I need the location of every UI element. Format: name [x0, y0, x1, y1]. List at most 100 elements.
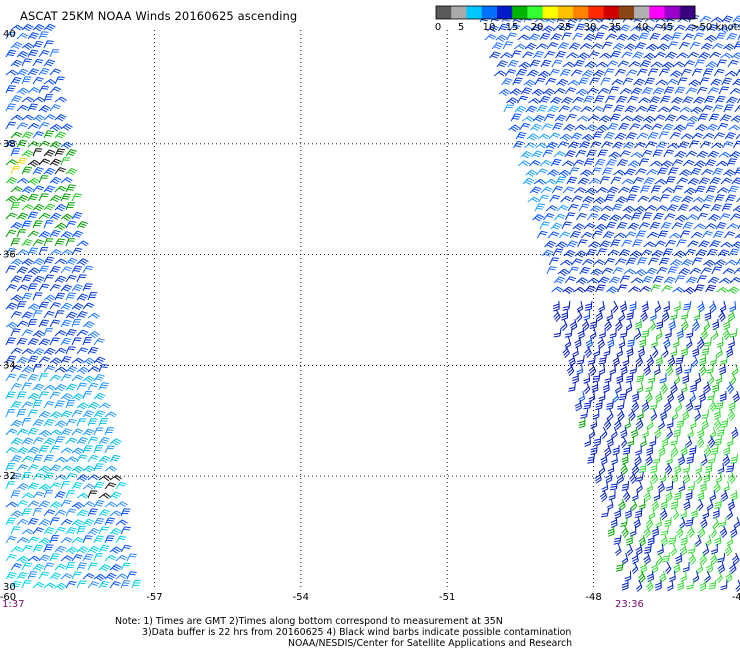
wind-barb	[649, 96, 661, 104]
wind-barb	[104, 465, 117, 472]
wind-barb	[566, 363, 575, 376]
wind-barb	[5, 69, 18, 76]
wind-barb	[653, 212, 664, 221]
wind-barb	[679, 230, 691, 239]
wind-barb	[655, 390, 663, 403]
wind-barb	[49, 249, 62, 256]
wind-barb	[600, 77, 611, 86]
wind-barb	[696, 86, 708, 95]
wind-barb	[520, 87, 533, 95]
wind-barb	[560, 259, 573, 266]
wind-barb	[93, 517, 105, 526]
wind-barb	[10, 347, 23, 355]
wind-barb	[665, 51, 677, 59]
wind-barb	[38, 410, 51, 419]
wind-barb	[32, 473, 44, 481]
wind-barb	[71, 374, 84, 382]
wind-barb	[598, 462, 606, 475]
wind-barb	[678, 41, 690, 50]
wind-barb	[10, 311, 22, 319]
wind-barb	[21, 114, 34, 121]
wind-barb	[27, 373, 39, 382]
wind-barb	[712, 318, 720, 331]
wind-barb	[626, 194, 637, 203]
wind-barb	[712, 167, 724, 176]
wind-barb	[688, 140, 700, 149]
wind-barb	[687, 543, 696, 554]
wind-barb	[697, 525, 706, 538]
wind-barb	[497, 23, 509, 32]
wind-barb	[619, 275, 631, 284]
wind-barb	[49, 553, 60, 562]
wind-barb	[535, 142, 548, 149]
wind-barb	[109, 527, 122, 536]
wind-barb	[509, 88, 522, 96]
wind-barb	[645, 390, 653, 403]
wind-barb	[120, 544, 132, 553]
wind-barb	[659, 471, 667, 483]
wind-barb	[699, 141, 712, 149]
wind-barb	[662, 552, 671, 563]
wind-barb	[43, 78, 56, 86]
wind-barb	[699, 354, 707, 366]
wind-barb	[703, 259, 716, 268]
wind-barb	[654, 51, 667, 59]
wind-barb	[510, 113, 522, 122]
wind-barb	[717, 462, 725, 475]
wind-barb	[27, 49, 39, 58]
wind-barb	[712, 104, 724, 113]
wind-barb	[605, 95, 616, 104]
wind-barb	[65, 202, 76, 211]
wind-barb	[638, 222, 650, 230]
wind-barb	[43, 294, 56, 303]
wind-barb	[584, 285, 596, 293]
wind-barb	[38, 554, 51, 562]
wind-barb	[636, 372, 645, 383]
wind-barb	[49, 265, 61, 274]
wind-barb	[675, 214, 688, 223]
wind-barb	[597, 149, 608, 158]
wind-barb	[576, 115, 590, 122]
wind-barb	[115, 481, 127, 490]
wind-barb	[5, 284, 17, 292]
wind-barb	[622, 77, 634, 86]
wind-barb	[726, 507, 734, 520]
wind-barb	[38, 158, 51, 166]
wind-barb	[87, 382, 99, 391]
wind-barb	[87, 366, 100, 373]
wind-barb	[16, 229, 27, 238]
wind-barb	[714, 259, 727, 267]
wind-barb	[662, 24, 675, 32]
wind-barb	[593, 259, 606, 266]
wind-barb	[576, 300, 584, 313]
wind-barb	[93, 463, 104, 472]
wind-barb	[71, 284, 83, 292]
wind-barb	[716, 570, 723, 584]
wind-barb	[668, 318, 676, 331]
wind-barb	[650, 408, 658, 421]
wind-barb	[705, 284, 717, 293]
wind-barb	[5, 571, 17, 580]
wind-barb	[522, 177, 535, 185]
wind-barb	[651, 249, 664, 258]
wind-barb	[687, 525, 695, 538]
wind-barb	[676, 579, 684, 591]
wind-barb	[727, 498, 735, 511]
wind-barb	[65, 346, 76, 355]
wind-barb	[577, 327, 585, 340]
wind-barb	[581, 133, 594, 142]
wind-barb	[87, 545, 100, 554]
wind-barb	[621, 453, 629, 465]
wind-barb	[675, 552, 683, 565]
wind-barb	[21, 76, 32, 85]
wind-barb	[32, 292, 43, 301]
wind-barb	[663, 399, 672, 412]
wind-barb	[726, 462, 735, 473]
wind-barb	[519, 122, 531, 131]
wind-barb	[671, 159, 684, 167]
wind-barb	[561, 221, 572, 230]
wind-barb	[501, 78, 513, 86]
wind-barb	[657, 167, 668, 176]
wind-barb	[607, 408, 614, 421]
wind-barb	[668, 534, 677, 545]
